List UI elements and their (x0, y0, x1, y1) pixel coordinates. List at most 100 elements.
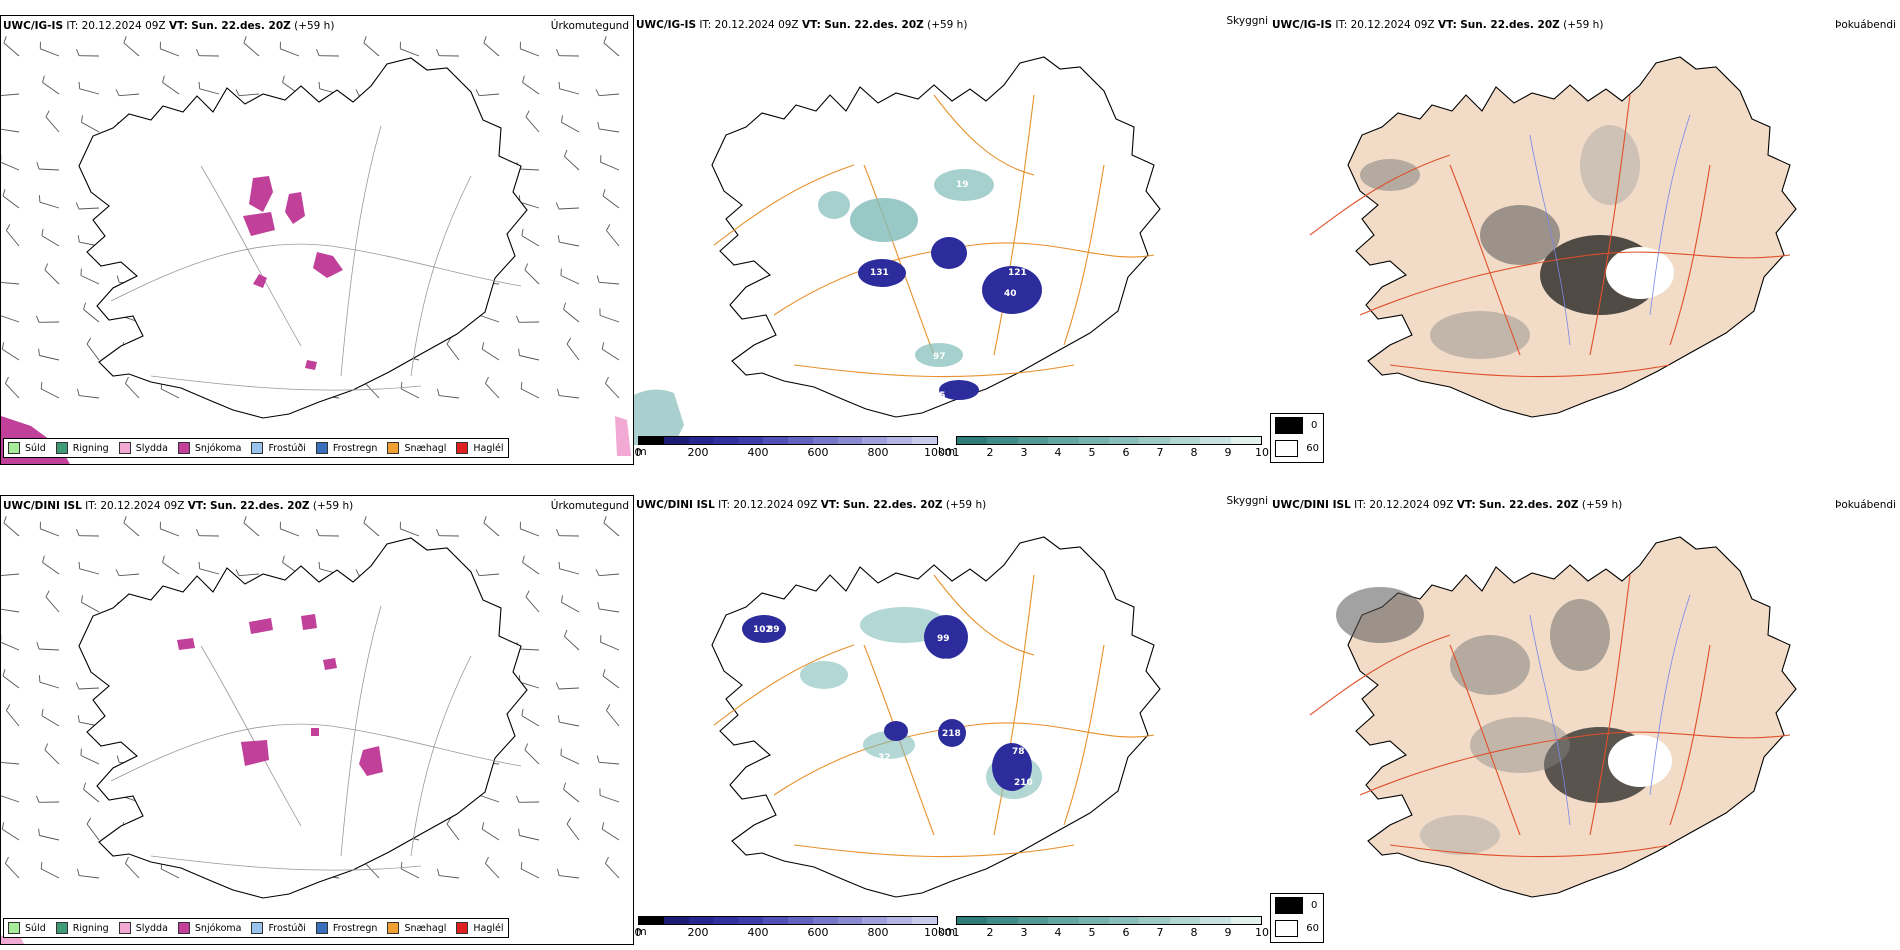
wind-barb-flag (162, 555, 165, 563)
wind-barb (42, 562, 60, 575)
wind-barb-flag (363, 516, 367, 524)
wind-barb-flag (563, 149, 568, 157)
wind-barb (599, 608, 620, 613)
visibility-label: 131 (870, 268, 889, 278)
colorbar-tick-label: 400 (747, 926, 769, 939)
wind-barb (81, 121, 100, 133)
colorbar-step (1078, 437, 1110, 444)
run-header: UWC/IG-IS IT: 20.12.2024 09Z VT: Sun. 22… (636, 19, 967, 31)
wind-barb (522, 82, 540, 95)
colorbar-step (1048, 917, 1079, 924)
colorbar-tick-label: 800 (867, 926, 889, 939)
colorbar-tick-label: 8 (1190, 446, 1198, 459)
wind-barb (400, 48, 420, 57)
colorbar-tick-label: 9 (1224, 926, 1232, 939)
precip-title: Úrkomutegund (550, 500, 629, 512)
wind-barb (559, 88, 580, 95)
wind-barb (606, 710, 620, 727)
wind-barb (525, 116, 540, 133)
cloud-title: Þokuábendi (1835, 499, 1896, 511)
colorbar-tick-label: 0 (634, 446, 642, 459)
wind-barb-flag (563, 782, 567, 790)
legend-swatch (456, 442, 469, 454)
legend-label: Haglél (473, 442, 504, 454)
wind-barb (365, 863, 380, 879)
wind-barb (439, 395, 460, 399)
wind-barb-flag (77, 868, 80, 876)
coastline (78, 537, 528, 899)
wind-barb (38, 648, 60, 651)
km-colorbar-steps (956, 916, 1262, 925)
cloud-key-label: 60 (1306, 443, 1319, 454)
colorbar-step (738, 437, 764, 444)
wind-barb-flag (560, 748, 562, 756)
legend-label: Snjókoma (194, 922, 242, 934)
colorbar-tick-label: 10 (1255, 446, 1269, 459)
wind-barb (601, 348, 620, 361)
colorbar-tick-label: 600 (807, 926, 829, 939)
wind-barb (80, 275, 100, 285)
wind-barb (600, 161, 620, 171)
wind-barb-flag (77, 715, 80, 723)
model-name: UWC/IG-IS (1272, 19, 1333, 31)
snow-area (305, 360, 317, 370)
wind-barb (5, 863, 20, 879)
height-unit: m (636, 445, 647, 458)
wind-barb (280, 528, 300, 537)
cloud-base-area (634, 389, 684, 445)
vt-value: Sun. 22.des. 20Z (191, 20, 291, 32)
colorbar-tick-label: 2 (986, 446, 994, 459)
cloud-base-area (934, 169, 994, 201)
legend-label: Slydda (135, 922, 168, 934)
model-name: UWC/IG-IS (636, 19, 697, 31)
wind-barb (520, 868, 540, 879)
wind-barb-flag (363, 36, 367, 44)
snow-area (301, 614, 317, 630)
wind-barb-flag (80, 268, 82, 276)
height-colorbar: 0 200 400 600 800 1000 m (634, 436, 952, 460)
colorbar-step (812, 917, 838, 924)
roads (1309, 94, 1791, 378)
visibility-title: Skyggni (1226, 15, 1269, 27)
wind-barb (483, 42, 500, 57)
wind-barb-flag (601, 342, 605, 350)
wind-barb-flag (525, 110, 530, 118)
wind-barb-flag (35, 795, 40, 803)
wind-barb-flag (522, 75, 525, 83)
wind-barb (2, 675, 20, 689)
lead-time: (+59 h) (927, 19, 968, 31)
run-header: UWC/DINI ISL IT: 20.12.2024 09Z VT: Sun.… (3, 500, 353, 512)
cloud-key-high: 60 (1271, 437, 1323, 460)
wind-barb-flag (316, 48, 320, 56)
colorbar-step (1109, 437, 1140, 444)
wind-barb (243, 42, 260, 57)
wind-barb (524, 269, 540, 285)
snow-area (253, 274, 267, 288)
legend-swatch (177, 922, 190, 934)
wind-barb-flag (475, 569, 480, 576)
colorbar-step (1078, 917, 1110, 924)
wind-barb (1, 573, 20, 576)
visibility-label: 97 (933, 352, 946, 362)
wind-barb (239, 93, 260, 97)
fog-area (1336, 587, 1424, 643)
precip-title: Úrkomutegund (550, 20, 629, 32)
wind-barb (563, 789, 580, 803)
wind-barb (123, 42, 140, 57)
wind-barb (599, 315, 620, 323)
wind-barb (479, 93, 500, 97)
legend-label: Snæhagl (404, 922, 447, 934)
vt-value: Sun. 22.des. 20Z (210, 500, 310, 512)
legend-label: Haglél (473, 922, 504, 934)
wind-barb-flag (603, 516, 607, 524)
wind-barb-flag (515, 315, 520, 323)
visibility-area (884, 721, 908, 741)
wind-barb (125, 863, 140, 879)
colorbar-tick-label: 0 (634, 926, 642, 939)
model-name: UWC/DINI ISL (1272, 499, 1351, 511)
wind-barb-flag (116, 755, 120, 763)
wind-barb-flag (595, 569, 600, 576)
vt-label: VT: (1437, 19, 1457, 31)
visibility-label: 103 (910, 387, 929, 397)
coastline (711, 536, 1161, 898)
